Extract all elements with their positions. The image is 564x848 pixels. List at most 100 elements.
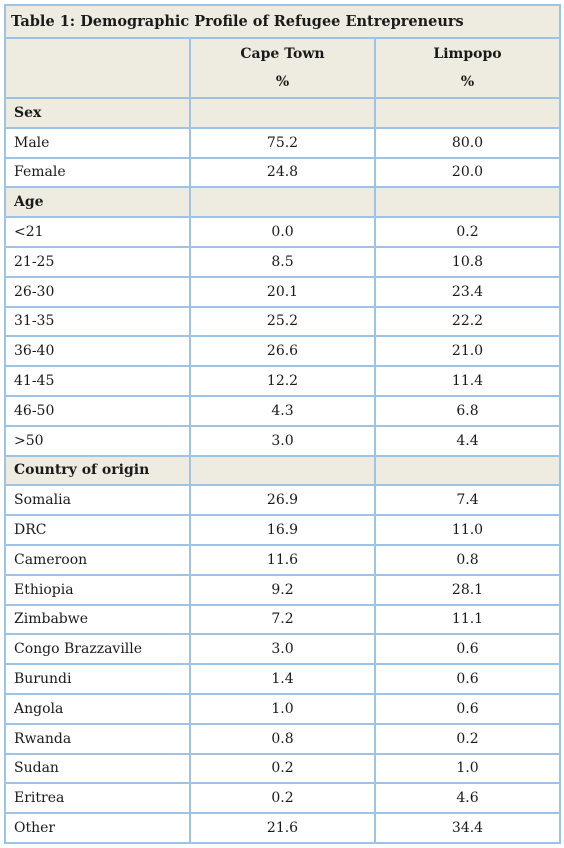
row-label: Eritrea xyxy=(4,782,191,815)
section-label: Age xyxy=(4,186,191,219)
limpopo-value: 0.6 xyxy=(373,633,562,666)
row-label: Zimbabwe xyxy=(4,603,191,636)
cape-town-value: 12.2 xyxy=(189,365,376,397)
column-header-row: Cape Town % Limpopo % xyxy=(4,37,562,99)
table-row: >50 3.0 4.4 xyxy=(4,424,562,457)
cape-town-value: 20.1 xyxy=(189,275,376,308)
section-label: Country of origin xyxy=(4,454,191,487)
row-label: Ethiopia xyxy=(4,573,191,606)
cape-town-value: 0.2 xyxy=(189,752,376,785)
cape-town-value: 11.6 xyxy=(189,543,376,576)
demographic-table: Table 1: Demographic Profile of Refugee … xyxy=(3,4,562,844)
row-label: >50 xyxy=(4,424,191,457)
row-label: Somalia xyxy=(4,484,191,517)
limpopo-value: 11.1 xyxy=(373,603,562,636)
cape-town-value: 9.2 xyxy=(189,573,376,606)
cape-town-value: 3.0 xyxy=(189,424,376,457)
limpopo-value: 0.8 xyxy=(373,543,562,576)
limpopo-value: 10.8 xyxy=(373,245,562,278)
row-label: Other xyxy=(4,812,191,844)
limpopo-value: 28.1 xyxy=(373,573,562,606)
cape-town-value: 24.8 xyxy=(189,156,376,189)
cape-town-value: 75.2 xyxy=(189,126,376,159)
section-blank-cell xyxy=(373,97,562,129)
limpopo-value: 0.2 xyxy=(373,722,562,755)
row-label: Female xyxy=(4,156,191,189)
section-row: Country of origin xyxy=(4,454,562,487)
limpopo-value: 11.0 xyxy=(373,514,562,546)
cape-town-value: 7.2 xyxy=(189,603,376,636)
limpopo-value: 0.6 xyxy=(373,663,562,695)
column-unit: % xyxy=(460,74,475,90)
row-label: Male xyxy=(4,126,191,159)
table-row: Sudan 0.2 1.0 xyxy=(4,752,562,785)
table-row: Female 24.8 20.0 xyxy=(4,156,562,189)
row-label: Congo Brazzaville xyxy=(4,633,191,666)
section-blank-cell xyxy=(373,186,562,219)
limpopo-value: 80.0 xyxy=(373,126,562,159)
table-row: Rwanda 0.8 0.2 xyxy=(4,722,562,755)
cape-town-value: 21.6 xyxy=(189,812,376,844)
table-title: Table 1: Demographic Profile of Refugee … xyxy=(3,4,562,39)
table-row: Cameroon 11.6 0.8 xyxy=(4,543,562,576)
table-row: Somalia 26.9 7.4 xyxy=(4,484,562,517)
table-title-row: Table 1: Demographic Profile of Refugee … xyxy=(3,4,562,39)
limpopo-value: 23.4 xyxy=(373,275,562,308)
limpopo-value: 20.0 xyxy=(373,156,562,189)
cape-town-value: 4.3 xyxy=(189,394,376,427)
cape-town-value: 26.6 xyxy=(189,335,376,368)
row-label: 26-30 xyxy=(4,275,191,308)
table-row: DRC 16.9 11.0 xyxy=(4,514,562,546)
column-name: Limpopo xyxy=(433,46,502,62)
table-row: Eritrea 0.2 4.6 xyxy=(4,782,562,815)
section-row: Age xyxy=(4,186,562,219)
limpopo-value: 1.0 xyxy=(373,752,562,785)
row-label: 31-35 xyxy=(4,305,191,338)
table-row: 21-25 8.5 10.8 xyxy=(4,245,562,278)
cape-town-value: 1.0 xyxy=(189,692,376,725)
section-row: Sex xyxy=(4,97,562,129)
table-row: Burundi 1.4 0.6 xyxy=(4,663,562,695)
column-header-cape-town: Cape Town % xyxy=(189,37,376,99)
limpopo-value: 0.2 xyxy=(373,216,562,248)
table-row: Angola 1.0 0.6 xyxy=(4,692,562,725)
row-label: Sudan xyxy=(4,752,191,785)
table-row: Male 75.2 80.0 xyxy=(4,126,562,159)
section-blank-cell xyxy=(189,454,376,487)
cape-town-value: 0.2 xyxy=(189,782,376,815)
section-label: Sex xyxy=(4,97,191,129)
table-row: Ethiopia 9.2 28.1 xyxy=(4,573,562,606)
limpopo-value: 22.2 xyxy=(373,305,562,338)
column-unit: % xyxy=(275,74,290,90)
section-blank-cell xyxy=(373,454,562,487)
row-label: 46-50 xyxy=(4,394,191,427)
row-label: Rwanda xyxy=(4,722,191,755)
cape-town-value: 0.0 xyxy=(189,216,376,248)
cape-town-value: 3.0 xyxy=(189,633,376,666)
cape-town-value: 0.8 xyxy=(189,722,376,755)
table-row: Other 21.6 34.4 xyxy=(4,812,562,844)
row-label: Cameroon xyxy=(4,543,191,576)
section-blank-cell xyxy=(189,97,376,129)
cape-town-value: 8.5 xyxy=(189,245,376,278)
row-label: Angola xyxy=(4,692,191,725)
cape-town-value: 25.2 xyxy=(189,305,376,338)
table-row: 46-50 4.3 6.8 xyxy=(4,394,562,427)
limpopo-value: 11.4 xyxy=(373,365,562,397)
row-label: 36-40 xyxy=(4,335,191,368)
table-row: 36-40 26.6 21.0 xyxy=(4,335,562,368)
row-label: DRC xyxy=(4,514,191,546)
limpopo-value: 21.0 xyxy=(373,335,562,368)
table-row: 26-30 20.1 23.4 xyxy=(4,275,562,308)
cape-town-value: 1.4 xyxy=(189,663,376,695)
limpopo-value: 34.4 xyxy=(373,812,562,844)
limpopo-value: 6.8 xyxy=(373,394,562,427)
section-blank-cell xyxy=(189,186,376,219)
column-header-limpopo: Limpopo % xyxy=(373,37,562,99)
table-row: 31-35 25.2 22.2 xyxy=(4,305,562,338)
table-row: Zimbabwe 7.2 11.1 xyxy=(4,603,562,636)
limpopo-value: 7.4 xyxy=(373,484,562,517)
limpopo-value: 4.4 xyxy=(373,424,562,457)
row-label: <21 xyxy=(4,216,191,248)
